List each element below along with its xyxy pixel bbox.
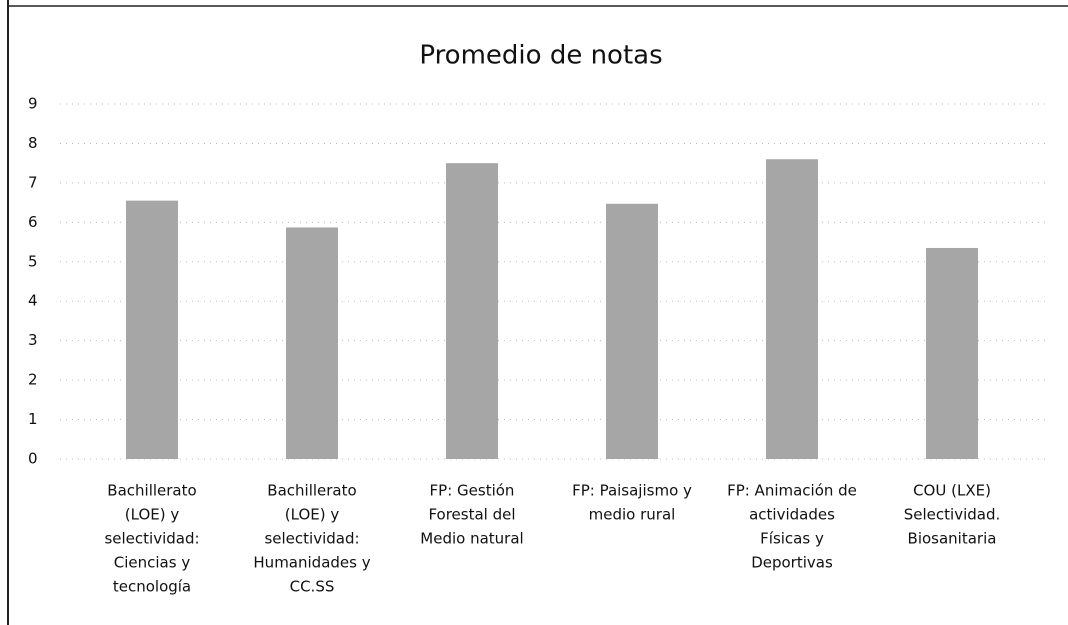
x-tick-label: Selectividad. (904, 506, 1001, 524)
x-tick-label: tecnología (113, 578, 191, 596)
y-tick-label: 7 (28, 173, 38, 191)
x-tick-label: COU (LXE) (913, 482, 991, 500)
x-tick-label: Medio natural (420, 530, 523, 548)
x-tick-label: FP: Animación de (727, 482, 857, 500)
bar (446, 163, 498, 459)
x-tick-label: CC.SS (290, 578, 335, 596)
x-tick-label: Deportivas (751, 554, 833, 572)
x-tick-label: actividades (749, 506, 835, 524)
x-tick-label: Bachillerato (107, 482, 196, 500)
y-tick-label: 9 (28, 95, 38, 113)
bar (926, 247, 978, 459)
bar (126, 200, 178, 459)
y-tick-label: 5 (28, 252, 38, 270)
x-tick-label: Físicas y (760, 530, 824, 548)
y-tick-label: 1 (28, 410, 38, 428)
x-tick-label: Forestal del (428, 506, 515, 524)
x-tick-label: medio rural (589, 506, 676, 524)
x-tick-label: selectividad: (104, 530, 199, 548)
x-tick-label: FP: Paisajismo y (572, 482, 692, 500)
y-tick-label: 8 (28, 134, 38, 152)
y-tick-label: 6 (28, 213, 38, 231)
y-tick-label: 2 (28, 371, 38, 389)
x-tick-label: Humanidades y (253, 554, 370, 572)
x-tick-label: (LOE) y (125, 506, 180, 524)
x-tick-label: FP: Gestión (430, 482, 515, 500)
bar (286, 227, 338, 459)
bar (606, 203, 658, 459)
y-tick-label: 4 (28, 292, 38, 310)
y-tick-label: 3 (28, 331, 38, 349)
x-tick-label: Ciencias y (114, 554, 191, 572)
x-tick-label: (LOE) y (285, 506, 340, 524)
x-tick-label: Biosanitaria (908, 530, 997, 548)
bar (766, 159, 818, 459)
y-tick-label: 0 (28, 450, 38, 468)
x-tick-label: selectividad: (264, 530, 359, 548)
chart-title: Promedio de notas (419, 41, 662, 71)
x-tick-label: Bachillerato (267, 482, 356, 500)
